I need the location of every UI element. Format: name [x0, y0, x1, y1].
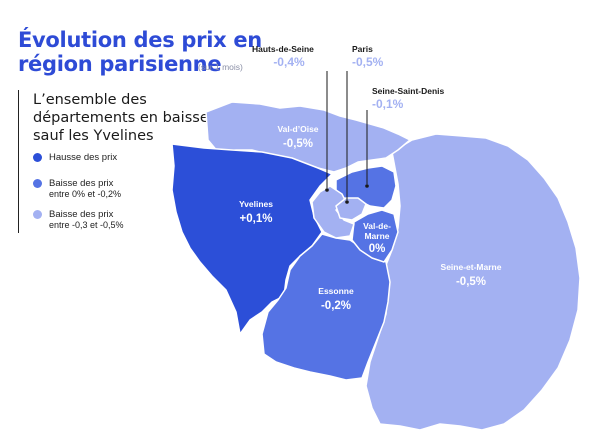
- callout-paris-value: -0,5%: [352, 55, 384, 69]
- label-val-doise-name: Val-d’Oise: [277, 124, 318, 134]
- legend-panel: L’ensemble des départements en baisse, s…: [18, 90, 219, 233]
- legend-label: Hausse des prix: [49, 152, 118, 163]
- callout-hauts-de-seine-value: -0,4%: [273, 55, 305, 69]
- legend: Hausse des prix Baisse des prix entre 0%…: [33, 152, 124, 231]
- label-seine-et-marne-value: -0,5%: [456, 276, 486, 288]
- legend-item-baisse-forte: Baisse des prix entre -0,3 et -0,5%: [33, 209, 124, 231]
- label-val-de-marne-name-line1: Val-de-: [363, 221, 391, 231]
- leader-dot-paris: [345, 200, 349, 204]
- legend-swatch-hausse: [33, 153, 42, 162]
- label-val-de-marne-value: 0%: [369, 243, 386, 255]
- map-title: Évolution des prix en région parisienne: [18, 28, 262, 76]
- leader-lines: [326, 71, 368, 200]
- leader-dot-seine-saint-denis: [365, 184, 369, 188]
- leader-dot-hauts-de-seine: [325, 188, 329, 192]
- region-yvelines: [171, 143, 333, 335]
- label-essonne-name: Essonne: [318, 286, 354, 296]
- legend-sublabel: entre -0,3 et -0,5%: [49, 220, 124, 230]
- region-paris: [335, 197, 367, 221]
- legend-item-baisse-faible: Baisse des prix entre 0% et -0,2%: [33, 178, 124, 200]
- callout-seine-saint-denis-value: -0,1%: [372, 97, 404, 111]
- legend-swatch-baisse-forte: [33, 210, 42, 219]
- callout-seine-saint-denis-name: Seine-Saint-Denis: [372, 86, 445, 96]
- legend-swatch-baisse-faible: [33, 179, 42, 188]
- title-line-1: Évolution des prix en: [18, 28, 262, 52]
- label-yvelines-value: +0,1%: [240, 213, 273, 225]
- label-seine-et-marne-name: Seine-et-Marne: [441, 262, 502, 272]
- label-val-doise-value: -0,5%: [283, 138, 313, 150]
- legend-label: Baisse des prix: [49, 178, 114, 189]
- region-essonne: [261, 233, 391, 381]
- panel-heading: L’ensemble des départements en baisse, s…: [33, 92, 214, 144]
- legend-sublabel: entre 0% et -0,2%: [49, 189, 122, 199]
- title-subtitle: (sur 1 mois): [198, 62, 243, 72]
- callout-paris-name: Paris: [352, 44, 373, 54]
- legend-item-hausse: Hausse des prix: [33, 152, 124, 163]
- legend-label: Baisse des prix: [49, 209, 114, 220]
- label-val-de-marne-name-line2: Marne: [364, 231, 389, 241]
- region-val-de-marne: [351, 209, 399, 263]
- title-line-2: région parisienne: [18, 52, 222, 76]
- callout-hauts-de-seine-name: Hauts-de-Seine: [252, 44, 314, 54]
- label-essonne-value: -0,2%: [321, 300, 351, 312]
- label-yvelines-name: Yvelines: [239, 199, 273, 209]
